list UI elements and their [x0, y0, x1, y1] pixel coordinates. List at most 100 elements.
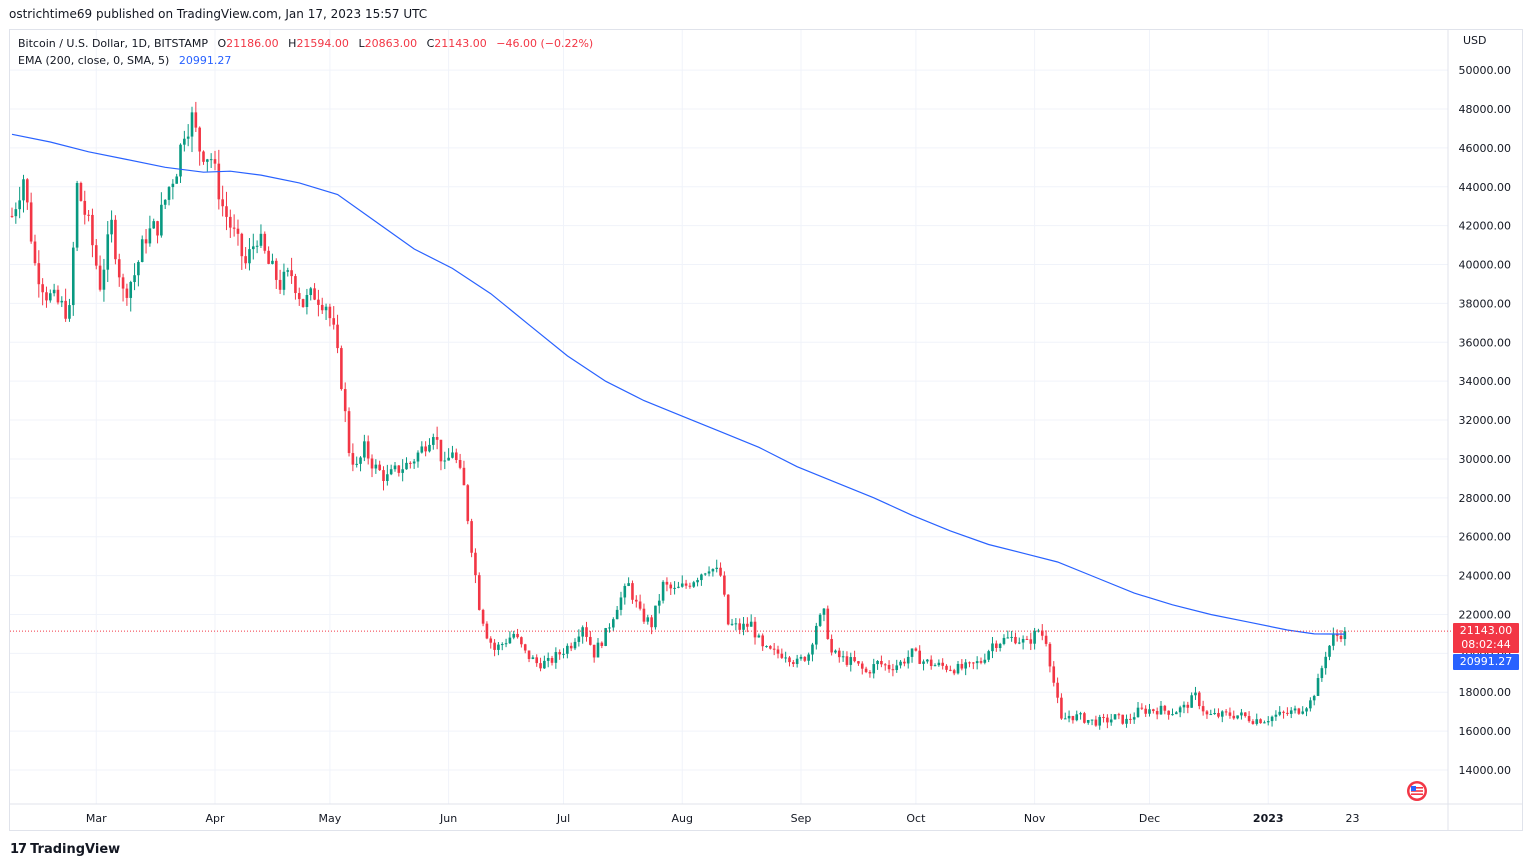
candle-body[interactable]: [677, 586, 680, 588]
candle-body[interactable]: [1010, 636, 1013, 638]
candle-body[interactable]: [1090, 719, 1094, 721]
tradingview-footer[interactable]: 17 TradingView: [10, 842, 120, 857]
candle-body[interactable]: [818, 614, 822, 626]
candle-body[interactable]: [642, 608, 646, 622]
candle-body[interactable]: [776, 649, 780, 654]
candle-body[interactable]: [1286, 712, 1289, 714]
candle-body[interactable]: [715, 567, 719, 569]
candle-body[interactable]: [37, 263, 41, 285]
candle-body[interactable]: [520, 637, 523, 645]
candle-body[interactable]: [960, 663, 964, 669]
candle-body[interactable]: [753, 621, 757, 638]
candle-body[interactable]: [412, 461, 416, 464]
candle-body[interactable]: [673, 587, 676, 589]
candle-body[interactable]: [225, 206, 228, 217]
candle-body[interactable]: [1305, 708, 1308, 712]
candle-body[interactable]: [206, 159, 209, 162]
candle-body[interactable]: [975, 661, 979, 664]
candle-body[interactable]: [569, 645, 573, 649]
candle-body[interactable]: [1063, 718, 1067, 720]
candle-body[interactable]: [1186, 704, 1190, 708]
candle-body[interactable]: [914, 648, 918, 651]
candle-body[interactable]: [1297, 708, 1301, 714]
candle-body[interactable]: [995, 643, 998, 649]
candle-body[interactable]: [577, 636, 581, 642]
candle-body[interactable]: [883, 664, 887, 666]
candle-body[interactable]: [386, 474, 389, 481]
candle-body[interactable]: [657, 600, 661, 606]
candle-body[interactable]: [1228, 712, 1232, 716]
candle-body[interactable]: [631, 583, 634, 600]
candle-body[interactable]: [466, 485, 470, 522]
candle-body[interactable]: [160, 204, 163, 236]
candle-body[interactable]: [1033, 630, 1036, 644]
candle-body[interactable]: [493, 642, 496, 650]
candle-body[interactable]: [734, 623, 738, 625]
candle-body[interactable]: [14, 209, 18, 217]
candle-body[interactable]: [347, 411, 351, 454]
candle-body[interactable]: [650, 617, 653, 628]
candle-body[interactable]: [1259, 719, 1262, 724]
candle-body[interactable]: [163, 199, 167, 205]
candle-body[interactable]: [435, 437, 439, 440]
candle-body[interactable]: [232, 227, 236, 229]
candle-body[interactable]: [156, 221, 159, 236]
candle-body[interactable]: [443, 460, 447, 462]
candle-body[interactable]: [1113, 714, 1117, 720]
candle-body[interactable]: [183, 138, 186, 145]
candle-body[interactable]: [1251, 721, 1255, 724]
candle-body[interactable]: [1132, 717, 1136, 720]
candle-body[interactable]: [497, 644, 500, 650]
candle-body[interactable]: [324, 306, 328, 311]
candle-body[interactable]: [979, 661, 983, 663]
candle-body[interactable]: [895, 665, 899, 671]
candle-body[interactable]: [508, 637, 512, 644]
candle-body[interactable]: [370, 458, 374, 469]
candle-body[interactable]: [696, 580, 699, 583]
candle-body[interactable]: [830, 638, 833, 653]
candle-body[interactable]: [906, 656, 910, 664]
candle-body[interactable]: [887, 664, 891, 670]
candle-body[interactable]: [217, 163, 221, 200]
candle-body[interactable]: [1247, 716, 1251, 722]
candle-body[interactable]: [1167, 710, 1170, 715]
candle-body[interactable]: [968, 662, 971, 664]
candle-body[interactable]: [1224, 711, 1228, 713]
candle-body[interactable]: [788, 657, 791, 663]
candle-body[interactable]: [723, 575, 726, 595]
candle-body[interactable]: [94, 245, 98, 266]
candle-body[interactable]: [941, 662, 944, 666]
candle-body[interactable]: [792, 662, 795, 665]
candle-body[interactable]: [328, 306, 332, 319]
candle-body[interactable]: [1343, 631, 1347, 640]
candle-body[interactable]: [401, 469, 404, 473]
candle-body[interactable]: [860, 663, 864, 669]
candle-body[interactable]: [297, 293, 301, 300]
candle-body[interactable]: [274, 260, 278, 280]
candle-body[interactable]: [91, 214, 94, 246]
candle-body[interactable]: [1198, 692, 1201, 707]
candle-body[interactable]: [1289, 710, 1293, 714]
candle-body[interactable]: [1037, 630, 1040, 632]
candle-body[interactable]: [627, 583, 630, 586]
candle-body[interactable]: [75, 182, 79, 248]
candle-body[interactable]: [56, 289, 60, 303]
candle-body[interactable]: [730, 623, 734, 625]
candle-body[interactable]: [1332, 634, 1335, 646]
candle-body[interactable]: [692, 582, 696, 587]
candle-body[interactable]: [562, 653, 565, 655]
candle-body[interactable]: [397, 465, 401, 473]
candle-body[interactable]: [1075, 714, 1079, 721]
candle-body[interactable]: [244, 256, 247, 264]
candle-body[interactable]: [1152, 709, 1155, 712]
candle-body[interactable]: [918, 650, 922, 664]
candle-body[interactable]: [1274, 714, 1278, 717]
candle-body[interactable]: [811, 644, 814, 655]
candle-body[interactable]: [880, 660, 883, 665]
candle-body[interactable]: [1102, 716, 1105, 718]
candle-body[interactable]: [945, 665, 948, 670]
candle-body[interactable]: [868, 672, 872, 674]
candle-body[interactable]: [267, 250, 270, 264]
candle-body[interactable]: [746, 623, 749, 627]
